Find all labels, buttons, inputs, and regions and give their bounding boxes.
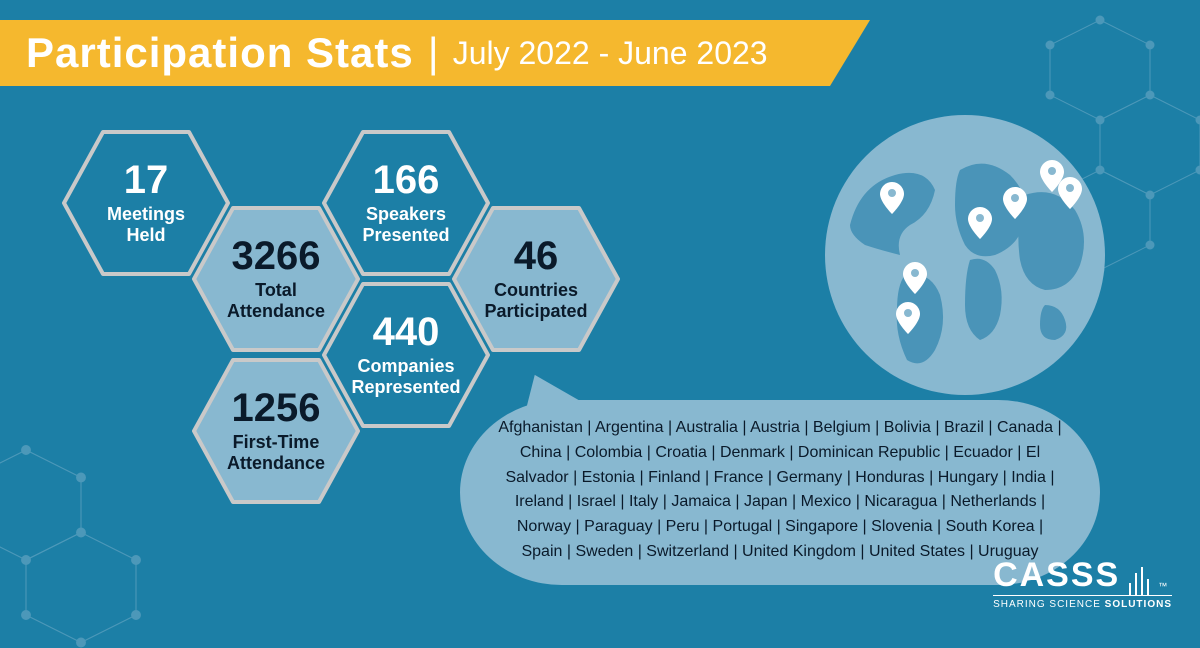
globe-graphic: [820, 110, 1110, 400]
tagline-bold: SOLUTIONS: [1105, 599, 1172, 610]
title-separator: |: [428, 29, 439, 77]
brand-logo: CASSS ™ SHARING SCIENCE SOLUTIONS: [993, 556, 1172, 610]
stat-label: TotalAttendance: [227, 280, 325, 321]
bubble-tail: [517, 367, 589, 418]
stat-value: 440: [373, 312, 440, 352]
countries-list: Afghanistan | Argentina | Australia | Au…: [498, 419, 1061, 560]
stat-label: CompaniesRepresented: [351, 356, 460, 397]
tagline-prefix: SHARING SCIENCE: [993, 599, 1105, 610]
date-range: July 2022 - June 2023: [453, 35, 768, 72]
logo-bars-icon: [1126, 565, 1154, 595]
stat-value: 3266: [232, 236, 321, 276]
stat-value: 17: [124, 160, 169, 200]
stat-value: 46: [514, 236, 559, 276]
brand-name: CASSS: [993, 556, 1120, 595]
stat-label: SpeakersPresented: [362, 204, 449, 245]
page-title: Participation Stats: [26, 29, 414, 77]
stat-label: First-TimeAttendance: [227, 432, 325, 473]
trademark: ™: [1158, 581, 1169, 591]
molecule-deco-left: [0, 428, 180, 648]
stat-value: 1256: [232, 388, 321, 428]
stat-value: 166: [373, 160, 440, 200]
stat-hex-firsttime: 1256 First-TimeAttendance: [190, 356, 362, 506]
stat-label: MeetingsHeld: [107, 204, 185, 245]
stat-label: CountriesParticipated: [484, 280, 587, 321]
title-banner: Participation Stats | July 2022 - June 2…: [0, 20, 870, 86]
